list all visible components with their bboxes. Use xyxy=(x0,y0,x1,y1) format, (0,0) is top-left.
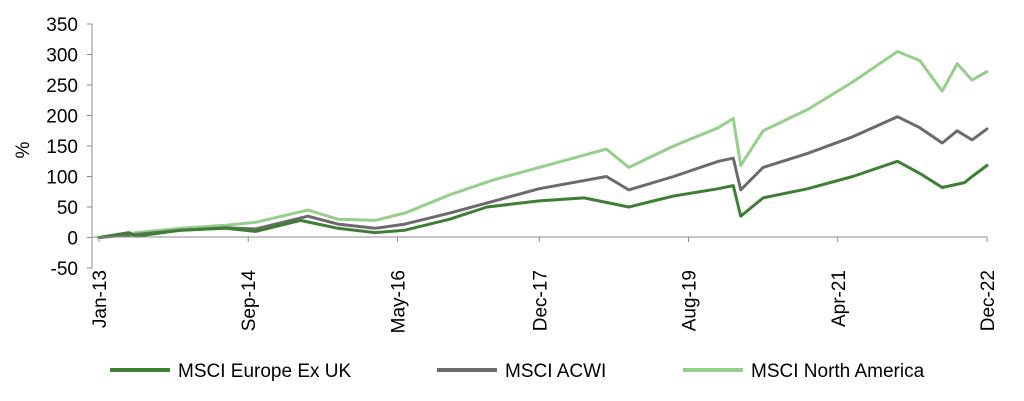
axes: 350 300 250 200 150 100 50 0 -50 Jan-13 Sep-14 May… xyxy=(13,15,999,333)
legend-item: MSCI North America xyxy=(683,361,925,382)
x-tick-label: Apr-21 xyxy=(829,270,850,327)
series-lines xyxy=(97,50,989,239)
x-tick-label: Aug-19 xyxy=(680,270,701,331)
legend-item: MSCI Europe Ex UK xyxy=(110,361,351,382)
series-line-msci-acwi xyxy=(97,115,989,239)
y-tick-label: -50 xyxy=(51,259,78,280)
y-axis-label: % xyxy=(13,141,34,158)
legend-label: MSCI Europe Ex UK xyxy=(178,361,351,382)
x-tick-label: May-16 xyxy=(388,270,409,333)
x-tick-label: Sep-14 xyxy=(239,270,260,332)
legend: MSCI Europe Ex UK MSCI ACWI MSCI North Ame… xyxy=(110,361,925,382)
series-line-msci-north-america xyxy=(97,50,989,239)
x-tick-label: Dec-22 xyxy=(978,270,999,331)
y-tick-label: 150 xyxy=(46,137,78,158)
x-ticks: Jan-13 Sep-14 May-16 Dec-17 Aug-19 Apr-21 Dec-… xyxy=(90,237,999,333)
y-tick-label: 0 xyxy=(67,229,78,250)
x-tick-label: Dec-17 xyxy=(530,270,551,331)
legend-label: MSCI ACWI xyxy=(505,361,606,382)
y-ticks: 350 300 250 200 150 100 50 0 -50 xyxy=(46,15,92,280)
y-tick-label: 350 xyxy=(46,15,78,36)
y-tick-label: 200 xyxy=(46,107,78,128)
y-tick-label: 250 xyxy=(46,76,78,97)
x-tick-label: Jan-13 xyxy=(90,270,111,328)
legend-item: MSCI ACWI xyxy=(437,361,606,382)
series-line-msci-europe-ex-uk xyxy=(97,159,989,239)
y-tick-label: 300 xyxy=(46,46,78,67)
legend-label: MSCI North America xyxy=(751,361,925,382)
y-tick-label: 50 xyxy=(57,198,78,219)
y-tick-label: 100 xyxy=(46,168,78,189)
